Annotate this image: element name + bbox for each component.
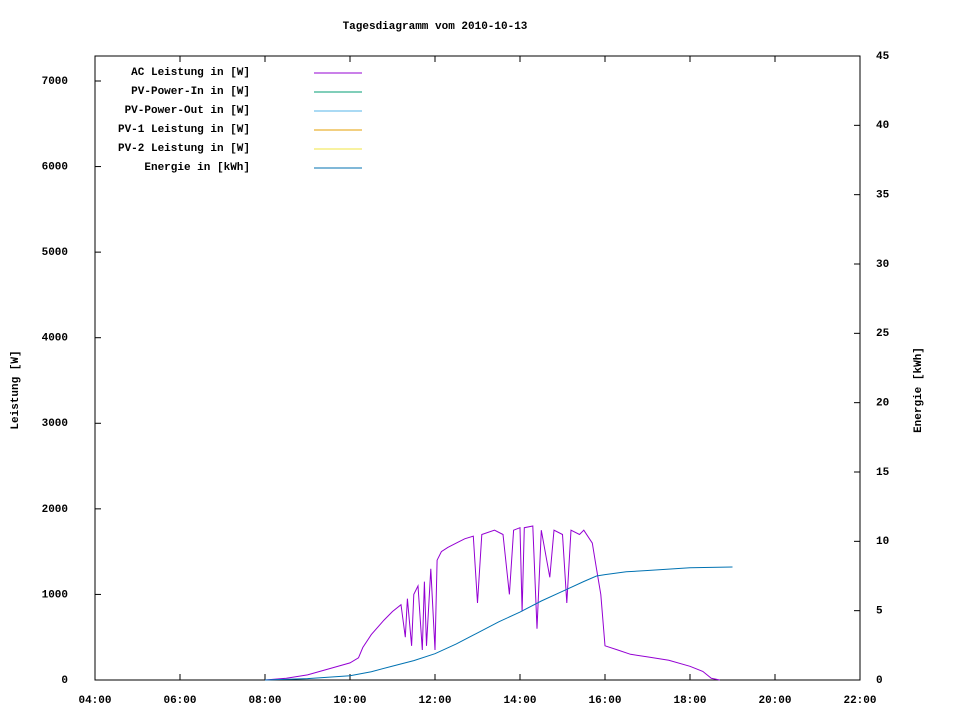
x-tick-label: 08:00 [248,695,281,707]
y-tick-label: 4000 [42,333,68,345]
y2-tick-label: 5 [876,606,883,618]
y2-tick-label: 20 [876,398,889,410]
y-tick-label: 2000 [42,504,68,516]
legend-label: PV-Power-Out in [W] [125,105,250,117]
y-tick-label: 3000 [42,418,68,430]
series-line [264,566,733,681]
y2-tick-label: 15 [876,467,890,479]
y2-tick-label: 45 [876,51,890,63]
legend-label: PV-Power-In in [W] [131,86,250,98]
legend-label: PV-1 Leistung in [W] [118,124,250,136]
plot-frame [94,55,861,681]
y-tick-label: 7000 [42,76,68,88]
x-tick-label: 22:00 [843,695,876,707]
x-tick-label: 16:00 [588,695,621,707]
legend-label: AC Leistung in [W] [131,67,250,79]
y2-tick-label: 25 [876,328,890,340]
y2-tick-label: 0 [876,675,883,687]
x-tick-label: 10:00 [333,695,366,707]
x-tick-label: 14:00 [503,695,536,707]
y-tick-label: 5000 [42,247,68,259]
legend-label: PV-2 Leistung in [W] [118,143,250,155]
y-tick-label: 1000 [42,589,68,601]
x-tick-label: 06:00 [163,695,196,707]
x-tick-label: 18:00 [673,695,706,707]
x-tick-label: 20:00 [758,695,791,707]
y-tick-label: 0 [61,675,68,687]
y2-tick-label: 10 [876,536,889,548]
chart-title: Tagesdiagramm vom 2010-10-13 [343,21,528,33]
series-line [264,525,720,681]
y2-tick-label: 40 [876,120,889,132]
x-tick-label: 04:00 [78,695,111,707]
y2-axis-label: Energie [kWh] [913,347,925,433]
x-tick-label: 12:00 [418,695,451,707]
y2-tick-label: 35 [876,190,890,202]
y-tick-label: 6000 [42,161,68,173]
legend-label: Energie in [kWh] [144,162,250,174]
y2-tick-label: 30 [876,259,889,271]
y-axis-label: Leistung [W] [10,350,22,429]
